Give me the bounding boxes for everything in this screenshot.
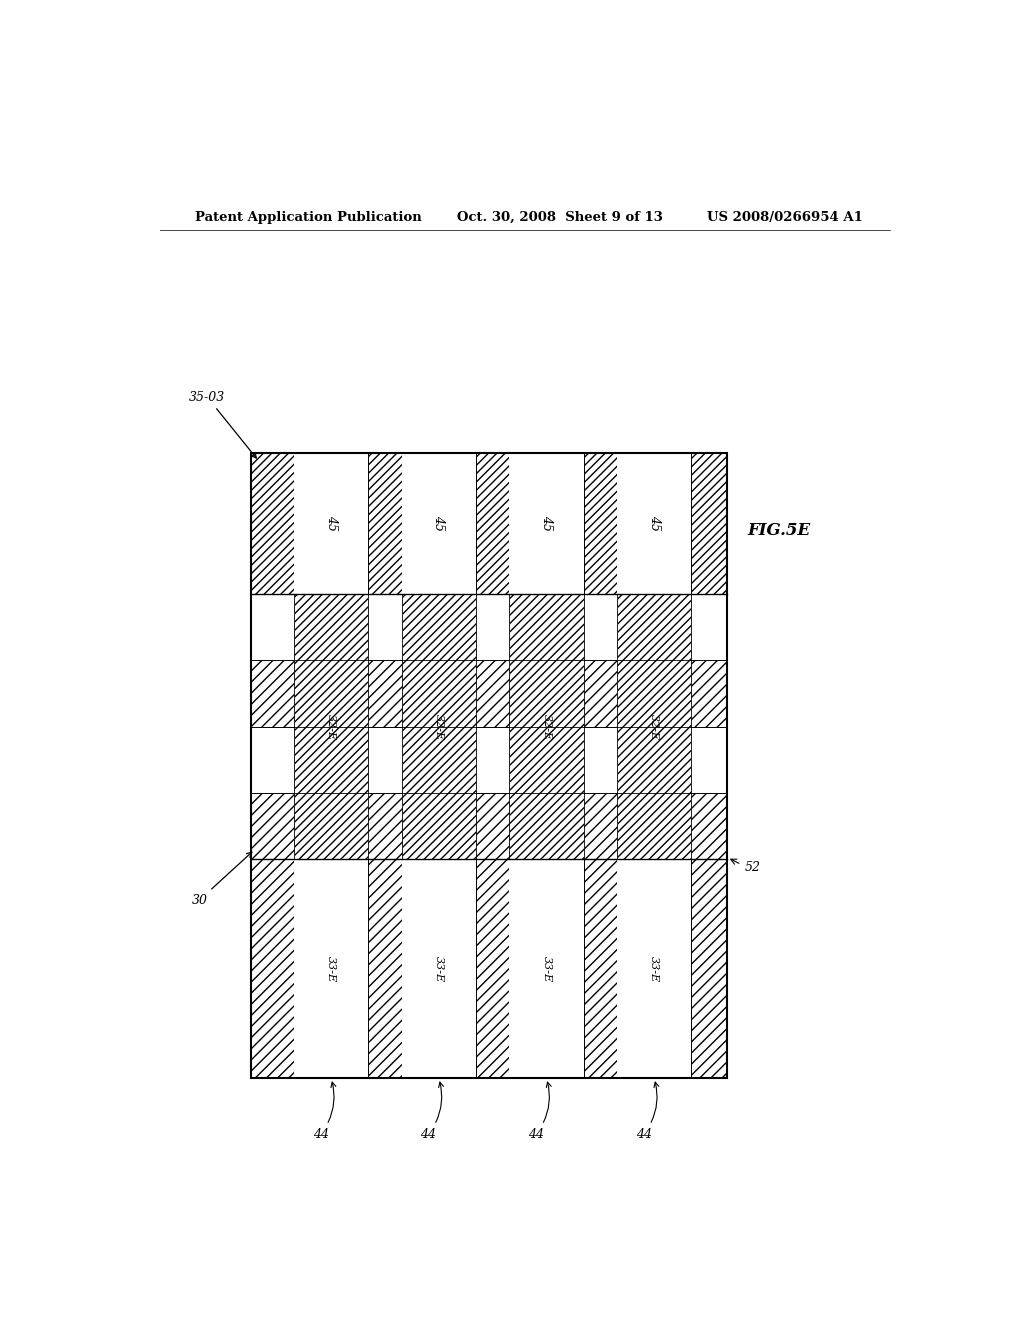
Bar [584,793,617,859]
Text: FIG.5E: FIG.5E [748,521,810,539]
Bar [369,859,401,1078]
Bar [476,726,509,793]
Bar [251,453,727,1078]
Bar [251,453,294,594]
Bar [476,660,509,726]
Text: 45: 45 [648,516,660,532]
Text: 45: 45 [325,516,338,532]
Text: 44: 44 [421,1082,443,1140]
Bar [369,726,401,793]
Bar [251,859,294,1078]
Bar [251,793,294,859]
Text: 32-E: 32-E [649,714,659,739]
Bar [691,726,727,793]
Bar [294,453,369,594]
Bar [617,859,691,1078]
Bar [401,594,476,859]
Bar [401,453,476,594]
Text: 35-03: 35-03 [189,391,256,458]
Bar [476,453,509,594]
Text: 33-E: 33-E [327,956,336,982]
Text: Patent Application Publication: Patent Application Publication [196,211,422,224]
Bar [617,453,691,594]
Bar [476,859,509,1078]
Bar [691,660,727,726]
Bar [251,453,727,1078]
Text: 33-E: 33-E [434,956,443,982]
Bar [401,859,476,1078]
Bar [509,594,584,859]
Text: 30: 30 [191,853,252,907]
Bar [509,453,584,594]
Text: 45: 45 [432,516,445,532]
Bar [476,594,509,660]
Bar [369,594,401,660]
Text: 52: 52 [744,861,761,874]
Bar [369,660,401,726]
Bar [251,594,294,660]
Text: Oct. 30, 2008  Sheet 9 of 13: Oct. 30, 2008 Sheet 9 of 13 [458,211,664,224]
Bar [617,594,691,859]
Bar [691,594,727,660]
Bar [584,594,617,660]
Text: 33-E: 33-E [649,956,659,982]
Bar [369,453,401,594]
Bar [294,859,369,1078]
Text: 32-E: 32-E [327,714,336,739]
Bar [691,453,727,594]
Text: 44: 44 [636,1082,658,1140]
Bar [584,660,617,726]
Text: 33-E: 33-E [542,956,552,982]
Bar [369,793,401,859]
Bar [251,660,294,726]
Bar [294,594,369,859]
Bar [509,859,584,1078]
Text: 32-E: 32-E [542,714,552,739]
Bar [691,859,727,1078]
Bar [584,453,617,594]
Text: 44: 44 [528,1082,551,1140]
Text: US 2008/0266954 A1: US 2008/0266954 A1 [708,211,863,224]
Text: 32-E: 32-E [434,714,443,739]
Bar [691,793,727,859]
Bar [251,726,294,793]
Bar [584,726,617,793]
Bar [476,793,509,859]
Text: 45: 45 [540,516,553,532]
Text: 44: 44 [313,1082,336,1140]
Bar [584,859,617,1078]
